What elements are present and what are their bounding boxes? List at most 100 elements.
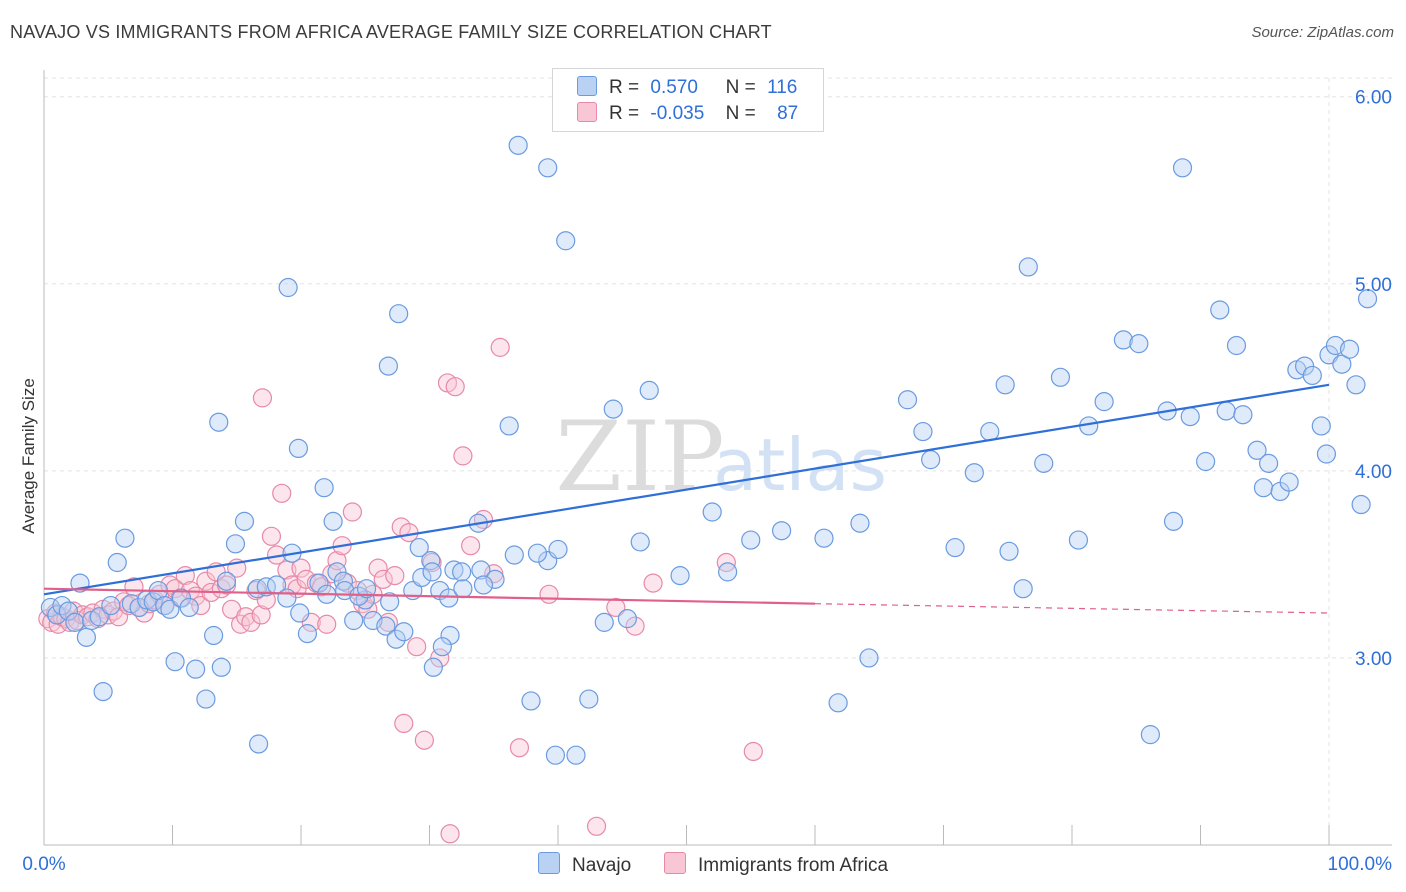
navajo-point-84 xyxy=(670,566,690,586)
legend-item-africa[interactable]: Immigrants from Africa xyxy=(664,852,888,877)
navajo-point-91 xyxy=(850,513,870,533)
navajo-point-83 xyxy=(630,532,650,552)
navajo-point-142 xyxy=(248,734,269,754)
africa-point-84 xyxy=(606,597,626,618)
navajo-point-29 xyxy=(234,511,255,531)
navajo-point-65 xyxy=(314,478,334,498)
africa-point-62 xyxy=(342,502,362,522)
navajo-point-12 xyxy=(115,528,135,548)
africa-point-27 xyxy=(165,579,185,599)
y-tick-label-1: 4.00 xyxy=(1355,462,1392,483)
navajo-point-130 xyxy=(1319,345,1339,365)
tick-labels: 3.00 4.00 5.00 6.00 0.0% 100.0% xyxy=(22,88,1392,875)
africa-point-57 xyxy=(317,614,337,634)
navajo-point-93 xyxy=(897,390,918,410)
navajo-point-86 xyxy=(718,562,738,582)
chart-title: NAVAJO VS IMMIGRANTS FROM AFRICA AVERAGE… xyxy=(10,22,772,42)
n-label: N = xyxy=(725,103,756,124)
africa-point-78 xyxy=(445,377,465,397)
navajo-point-71 xyxy=(389,304,409,324)
navajo-point-143 xyxy=(278,277,298,298)
navajo-point-140 xyxy=(639,380,659,401)
navajo-point-108 xyxy=(1113,330,1134,350)
legend-item-navajo[interactable]: Navajo xyxy=(538,852,631,877)
navajo-point-131 xyxy=(1325,335,1346,356)
africa-point-83 xyxy=(509,738,530,758)
africa-swatch xyxy=(577,102,597,122)
navajo-point-9 xyxy=(93,681,113,702)
r-label: R = xyxy=(609,103,640,124)
navajo-point-137 xyxy=(508,135,528,155)
navajo-point-135 xyxy=(1351,494,1371,515)
navajo-point-74 xyxy=(440,625,460,646)
navajo-point-121 xyxy=(1253,478,1274,498)
africa-swatch xyxy=(664,852,686,874)
navajo-point-128 xyxy=(1311,416,1331,436)
navajo-point-88 xyxy=(771,521,792,541)
navajo-point-35 xyxy=(290,603,310,623)
navajo-point-52 xyxy=(439,588,459,608)
navajo-point-56 xyxy=(485,569,505,589)
navajo-point-118 xyxy=(1226,335,1247,356)
trend-lines xyxy=(43,383,1330,614)
africa-point-85 xyxy=(625,616,645,636)
africa-point-74 xyxy=(414,730,434,750)
r-value-navajo: 0.570 xyxy=(650,77,698,98)
navajo-point-39 xyxy=(327,562,347,582)
navajo-point-95 xyxy=(921,450,941,470)
navajo-point-138 xyxy=(538,158,558,178)
navajo-point-14 xyxy=(129,597,149,618)
navajo-point-49 xyxy=(412,567,432,588)
navajo-point-16 xyxy=(143,592,163,612)
navajo-point-53 xyxy=(444,560,464,580)
r-value-africa: -0.035 xyxy=(650,103,705,124)
navajo-point-139 xyxy=(556,231,576,251)
navajo-point-54 xyxy=(453,579,473,599)
navajo-point-96 xyxy=(945,537,965,558)
navajo-point-69 xyxy=(356,579,377,599)
navajo-point-122 xyxy=(1259,453,1279,473)
navajo-point-72 xyxy=(409,537,429,558)
navajo-point-66 xyxy=(323,511,343,531)
navajo-point-26 xyxy=(211,657,231,677)
navajo-point-92 xyxy=(859,648,879,668)
navajo-point-77 xyxy=(473,575,494,595)
n-value-africa: 87 xyxy=(777,103,799,124)
navajo-point-103 xyxy=(1034,453,1054,473)
africa-point-42 xyxy=(241,612,261,632)
africa-point-90 xyxy=(252,388,273,408)
n-value-navajo: 116 xyxy=(767,77,798,98)
navajo-swatch xyxy=(538,852,560,874)
africa-point-92 xyxy=(440,824,460,844)
navajo-point-60 xyxy=(545,745,566,765)
navajo-point-90 xyxy=(828,693,848,713)
y-tick-label-3: 6.00 xyxy=(1355,88,1392,109)
navajo-point-61 xyxy=(566,745,586,765)
africa-trend-extension xyxy=(814,603,1330,614)
africa-point-73 xyxy=(407,637,427,657)
navajo-point-112 xyxy=(1163,511,1184,531)
navajo-point-57 xyxy=(504,545,524,565)
navajo-swatch xyxy=(577,76,597,96)
navajo-point-36 xyxy=(297,624,318,644)
africa-point-41 xyxy=(236,607,256,627)
x-tick-label-start: 0.0% xyxy=(22,854,65,875)
navajo-point-68 xyxy=(349,586,369,606)
x-tick-label-end: 100.0% xyxy=(1328,854,1393,875)
navajo-point-100 xyxy=(999,541,1019,561)
chart-source: Source: ZipAtlas.com xyxy=(1251,24,1394,41)
navajo-point-45 xyxy=(380,592,400,612)
watermark-zip: ZIP xyxy=(555,401,724,513)
africa-point-70 xyxy=(385,566,405,586)
navajo-point-58 xyxy=(521,691,541,711)
navajo-point-132 xyxy=(1332,354,1352,374)
navajo-point-94 xyxy=(913,421,933,442)
navajo-point-119 xyxy=(1233,405,1253,425)
navajo-point-107 xyxy=(1094,392,1114,412)
africa-trend-line xyxy=(43,587,816,605)
navajo-point-75 xyxy=(452,562,472,582)
navajo-trend-line xyxy=(43,383,1330,596)
navajo-point-73 xyxy=(422,562,442,582)
navajo-point-4 xyxy=(65,612,85,632)
navajo-point-104 xyxy=(1050,367,1071,387)
